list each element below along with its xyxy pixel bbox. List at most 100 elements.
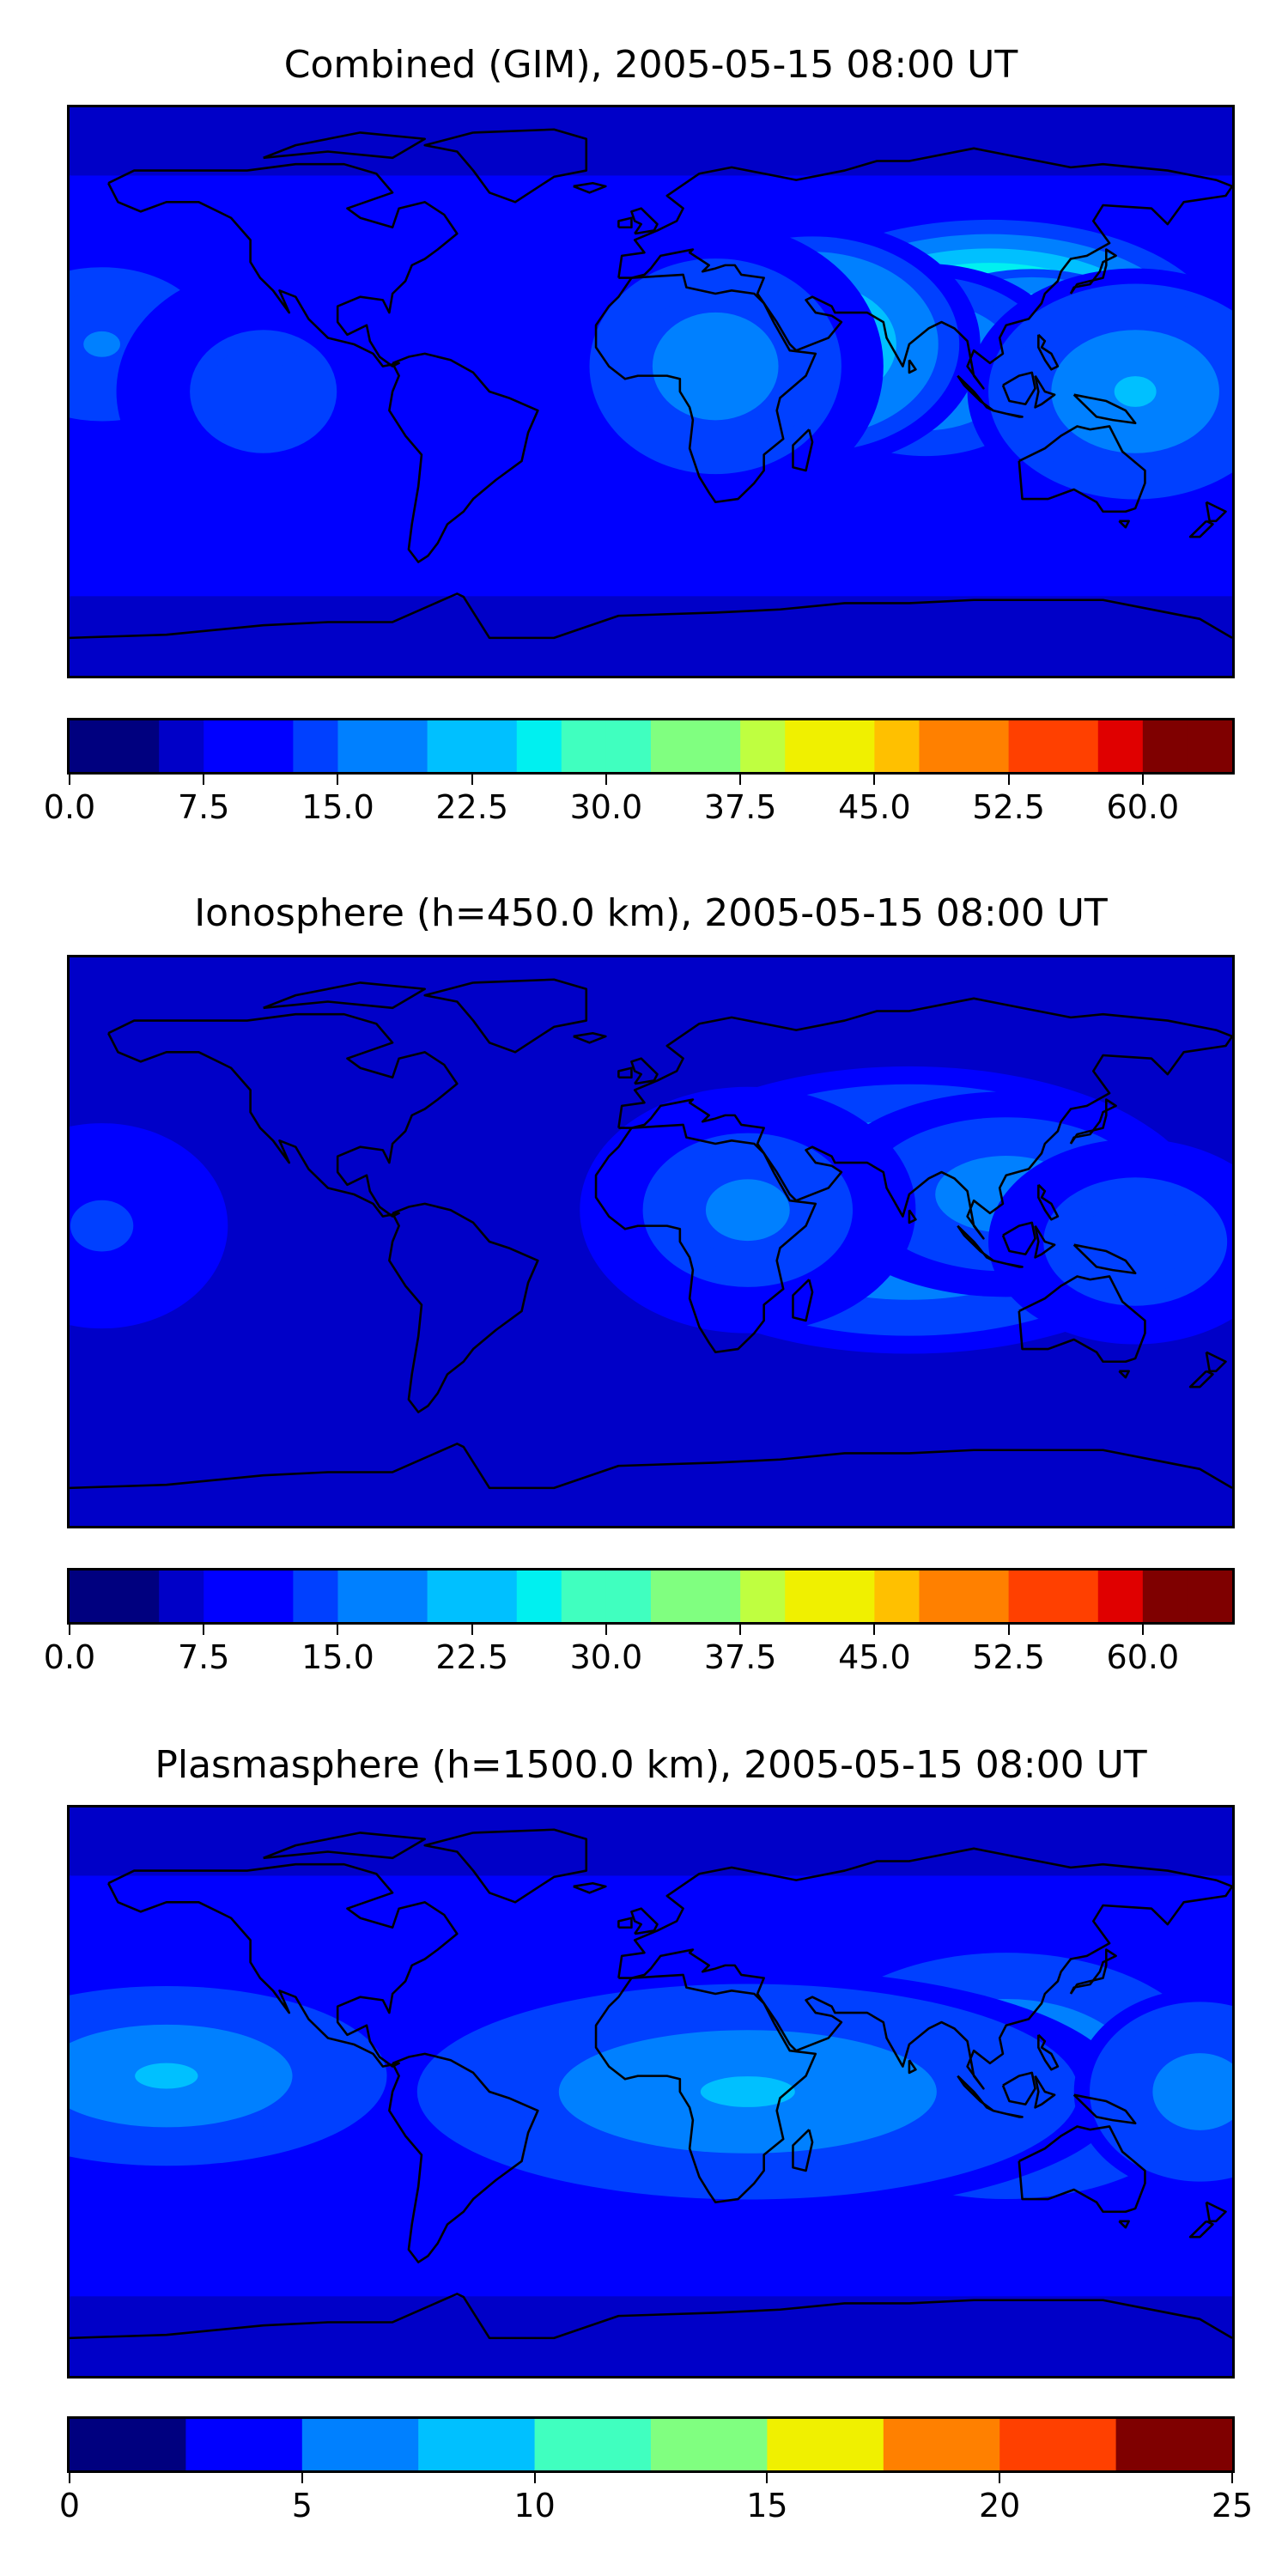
colorbar-tick-label: 0 (58, 2487, 81, 2524)
north-polar-band (70, 957, 1232, 1026)
coastline-20 (908, 359, 917, 374)
colorbar-swatch (883, 2419, 1000, 2470)
colorbar-swatch (874, 1571, 920, 1622)
colorbar-tick-label: 20 (979, 2487, 1021, 2524)
colorbar-swatch (829, 1571, 875, 1622)
colorbar-swatch (1187, 720, 1232, 772)
coastline-4 (594, 1123, 817, 1354)
contour-level-6-1 (83, 331, 121, 357)
coastline-17 (630, 1057, 659, 1085)
contour-level-2-1 (726, 1194, 769, 1226)
colorbar-swatch (605, 720, 652, 772)
panel-title-plasmasphere: Plasmasphere (h=1500.0 km), 2005-05-15 0… (155, 1743, 1147, 1787)
colorbar-swatch (516, 720, 562, 772)
colorbar-tick-label: 10 (513, 2487, 556, 2524)
colorbar-swatch (963, 720, 1010, 772)
coastline-18 (617, 1917, 633, 1929)
colorbar-swatch (605, 1571, 652, 1622)
colorbar-tick-label: 60.0 (1106, 1638, 1180, 1676)
south-polar-band (70, 1446, 1232, 1526)
colorbar-swatch (1097, 1571, 1144, 1622)
colorbar-tick (69, 1625, 70, 1635)
coastline-21 (70, 2293, 1232, 2340)
north-polar-band (70, 107, 1232, 176)
colorbar-tick (766, 2473, 769, 2483)
colorbar-tick (69, 775, 70, 785)
map-plasmasphere (67, 1805, 1235, 2379)
colorbar-tick-label: 45.0 (838, 788, 911, 826)
coastline-14 (1072, 393, 1137, 425)
colorbar-swatch (427, 1571, 473, 1622)
colorbar-swatch (382, 1571, 428, 1622)
colorbar-swatches-ionosphere (70, 1571, 1232, 1622)
colorbar-tick (203, 775, 205, 785)
coastline-1 (423, 128, 588, 204)
colorbar-swatch (293, 720, 338, 772)
colorbar-tick (337, 775, 339, 785)
colorbar-swatch (919, 1571, 965, 1622)
coastline-6 (1018, 1275, 1146, 1364)
colorbar-tick-label: 22.5 (435, 788, 508, 826)
coastline-3 (617, 1847, 1232, 2090)
coastline-19 (573, 1031, 607, 1044)
coastline-3 (617, 997, 1232, 1240)
colorbar-swatch (248, 1571, 294, 1622)
colorbar-swatch (829, 720, 875, 772)
coastline-12 (993, 409, 1024, 418)
coastline-15 (1034, 2075, 1056, 2109)
colorbar-tick-label: 30.0 (569, 788, 643, 826)
map-combined-gim (67, 105, 1235, 678)
colorbar-ticks-ionosphere: 0.0 7.5 15.0 22.5 30.0 37.5 45.0 52.5 60.0 (44, 1625, 1235, 1676)
colorbar-swatch (301, 2419, 419, 2470)
colorbar-ticks-plasmasphere: 0 5 10 15 20 25 (59, 2473, 1253, 2524)
south-polar-band (70, 596, 1232, 676)
colorbar-swatch (651, 720, 696, 772)
colorbar-swatch (516, 1571, 562, 1622)
coastline-17 (630, 1907, 659, 1935)
colorbar-swatch (70, 2419, 186, 2470)
coastline-16 (1037, 2033, 1060, 2071)
coastline-18 (617, 1066, 633, 1079)
coastline-19 (573, 181, 607, 194)
coastline-0 (106, 162, 459, 368)
colorbar-tick (337, 1625, 339, 1635)
colorbar-swatch (696, 1571, 741, 1622)
colorbar-swatch (740, 720, 786, 772)
coastline-17 (630, 207, 659, 235)
contour-level-4-1 (1184, 2079, 1216, 2105)
coastline-16 (1037, 1183, 1060, 1221)
coastline-19 (573, 1881, 607, 1894)
colorbar-swatch (534, 2419, 652, 2470)
coastline-5 (792, 2129, 814, 2172)
colorbar-swatch (159, 1571, 204, 1622)
colorbar-swatch (337, 720, 384, 772)
colorbar-tick (203, 1625, 205, 1635)
colorbar-swatch (767, 2419, 884, 2470)
coastline-10 (1069, 1098, 1117, 1145)
coastline-22 (263, 981, 427, 1010)
colorbar-tick (873, 775, 876, 785)
coastline-13 (1001, 371, 1036, 405)
colorbar-tick (1141, 1625, 1144, 1635)
colorbar-tick (471, 775, 473, 785)
colorbar-swatch (114, 1571, 160, 1622)
tec-map-ionosphere (70, 957, 1232, 1526)
colorbar-tick (1007, 1625, 1010, 1635)
colorbar-swatch (1008, 1571, 1054, 1622)
coastline-20 (908, 1209, 917, 1224)
colorbar-tick-label: 15 (746, 2487, 788, 2524)
colorbar-tick (873, 1625, 876, 1635)
coastline-12 (993, 2109, 1024, 2118)
colorbar-tick (69, 2473, 70, 2483)
contour-level-2-1 (700, 2076, 795, 2107)
contour-level-4-1 (86, 1212, 118, 1239)
colorbar-swatch (185, 2419, 303, 2470)
colorbar-swatch (1115, 2419, 1232, 2470)
panel-title-combined: Combined (GIM), 2005-05-15 08:00 UT (283, 43, 1018, 87)
colorbar-swatch (427, 720, 473, 772)
colorbar-swatch (561, 1571, 607, 1622)
colorbar-tick (605, 775, 607, 785)
contour-level-4-1 (694, 348, 737, 385)
contour-level-5-1 (1114, 376, 1157, 407)
colorbar-swatch (248, 720, 294, 772)
